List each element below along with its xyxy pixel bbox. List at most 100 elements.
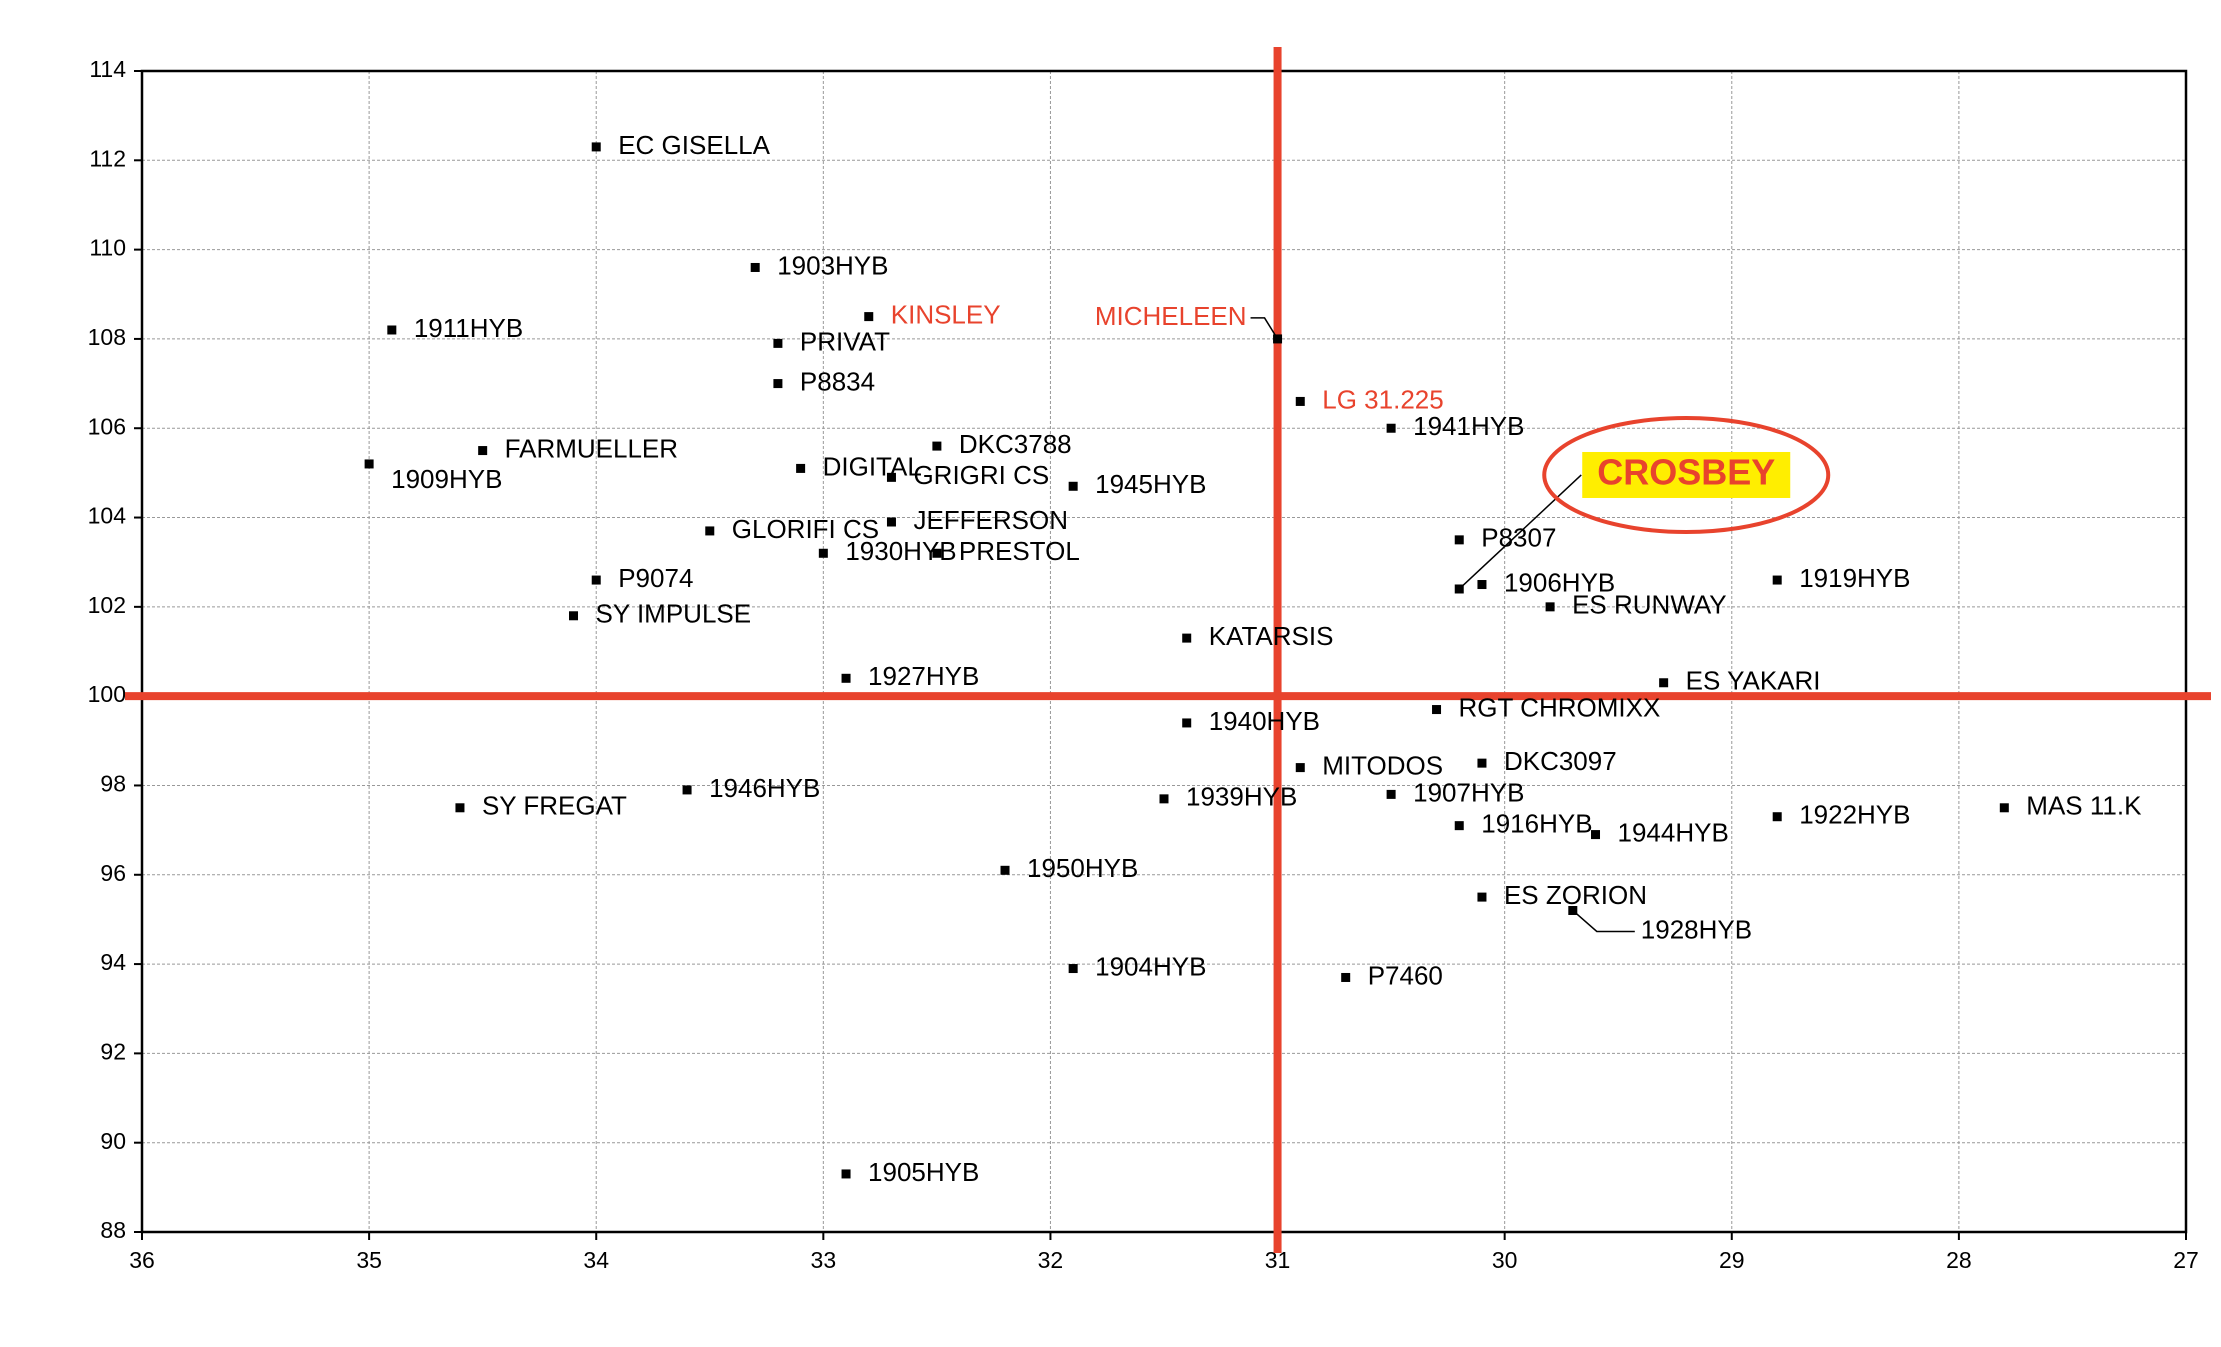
y-tick-label: 108: [88, 324, 126, 350]
highlight-box: [1582, 451, 1791, 498]
point-label: 1928HYB: [1641, 914, 1752, 944]
y-tick-label: 90: [100, 1128, 126, 1154]
point-label: P8834: [800, 366, 875, 396]
point-label: 1906HYB: [1504, 567, 1615, 597]
point: [569, 611, 579, 621]
point: [1591, 830, 1601, 840]
point-label: ES ZORION: [1504, 880, 1647, 910]
point-label: 1945HYB: [1095, 469, 1206, 499]
point: [1477, 758, 1487, 768]
y-tick-label: 106: [88, 413, 126, 439]
point: [364, 459, 374, 469]
point: [1182, 633, 1192, 643]
x-tick-label: 34: [583, 1247, 609, 1273]
point-label: 1944HYB: [1618, 817, 1729, 847]
point-label: 1922HYB: [1799, 800, 1910, 830]
x-tick-label: 32: [1038, 1247, 1064, 1273]
highlight-ellipse: [1542, 415, 1831, 534]
point-label: 1941HYB: [1413, 411, 1524, 441]
leader-line: [1572, 909, 1635, 933]
point: [1068, 964, 1078, 974]
point: [682, 785, 692, 795]
point-label: RGT CHROMIXX: [1459, 692, 1661, 722]
leader-line: [1458, 474, 1582, 590]
y-tick-label: 114: [89, 56, 126, 82]
point-label: MITODOS: [1322, 750, 1443, 780]
point: [1159, 794, 1169, 804]
point: [932, 441, 942, 451]
x-tick-label: 27: [2173, 1247, 2199, 1273]
y-tick-label: 100: [88, 681, 126, 707]
point-label: P7460: [1368, 960, 1443, 990]
point: [591, 575, 601, 585]
point-label: DKC3097: [1504, 746, 1617, 776]
point-label: 1916HYB: [1481, 809, 1592, 839]
point-label: 1905HYB: [868, 1157, 979, 1187]
y-tick-label: 92: [100, 1038, 126, 1064]
point: [773, 379, 783, 389]
point: [886, 517, 896, 527]
point: [773, 338, 783, 348]
point: [1454, 584, 1464, 594]
point-label: 1909HYB: [391, 464, 502, 494]
point-label: DKC3788: [959, 429, 1072, 459]
point-label: GRIGRI CS: [913, 460, 1049, 490]
point-label: PRESTOL: [959, 536, 1080, 566]
point: [1068, 481, 1078, 491]
y-tick-label: 112: [89, 145, 126, 171]
y-tick-label: 110: [89, 235, 126, 261]
point: [1295, 763, 1305, 773]
x-tick-label: 36: [129, 1247, 155, 1273]
point-label: 1927HYB: [868, 661, 979, 691]
y-tick-label: 98: [100, 771, 126, 797]
x-tick-label: 29: [1719, 1247, 1745, 1273]
point: [1772, 812, 1782, 822]
point-label: MAS 11.K: [2026, 791, 2142, 821]
point-label: SY IMPULSE: [596, 599, 752, 629]
point: [1999, 803, 2009, 813]
point: [1295, 396, 1305, 406]
point-label: 1911HYB: [414, 313, 523, 343]
point-label: DIGITAL: [823, 451, 922, 481]
point-label: SY FREGAT: [482, 791, 627, 821]
point: [455, 803, 465, 813]
point-label: 1939HYB: [1186, 782, 1297, 812]
x-tick-label: 30: [1492, 1247, 1518, 1273]
y-tick-label: 88: [100, 1217, 126, 1243]
point-label: 1903HYB: [777, 250, 888, 280]
point-label: ES RUNWAY: [1572, 590, 1727, 620]
point: [796, 463, 806, 473]
point-label: 1940HYB: [1209, 706, 1320, 736]
point-label: 1907HYB: [1413, 777, 1524, 807]
point: [1432, 705, 1442, 715]
y-tick-label: 94: [100, 949, 126, 975]
point: [1182, 718, 1192, 728]
x-tick-label: 35: [356, 1247, 382, 1273]
point: [1545, 602, 1555, 612]
point-label: KATARSIS: [1209, 621, 1334, 651]
point-label: 1946HYB: [709, 773, 820, 803]
point: [1772, 575, 1782, 585]
point-label: 1950HYB: [1027, 853, 1138, 883]
point: [1454, 535, 1464, 545]
x-tick-label: 33: [811, 1247, 837, 1273]
point: [841, 1169, 851, 1179]
point: [1341, 972, 1351, 982]
y-tick-label: 102: [88, 592, 126, 618]
point: [1454, 821, 1464, 831]
point: [864, 312, 874, 322]
point: [1273, 334, 1283, 344]
point: [932, 548, 942, 558]
x-tick-label: 28: [1946, 1247, 1972, 1273]
point-label: 1904HYB: [1095, 951, 1206, 981]
y-tick-label: 104: [88, 503, 127, 529]
point: [1386, 423, 1396, 433]
point-label: P8307: [1481, 523, 1556, 553]
point-label: GLORIFI CS: [732, 514, 879, 544]
leader-line: [1250, 317, 1279, 340]
point: [1659, 678, 1669, 688]
point: [886, 472, 896, 482]
y-tick-label: 96: [100, 860, 126, 886]
point: [478, 446, 488, 456]
point: [1386, 789, 1396, 799]
